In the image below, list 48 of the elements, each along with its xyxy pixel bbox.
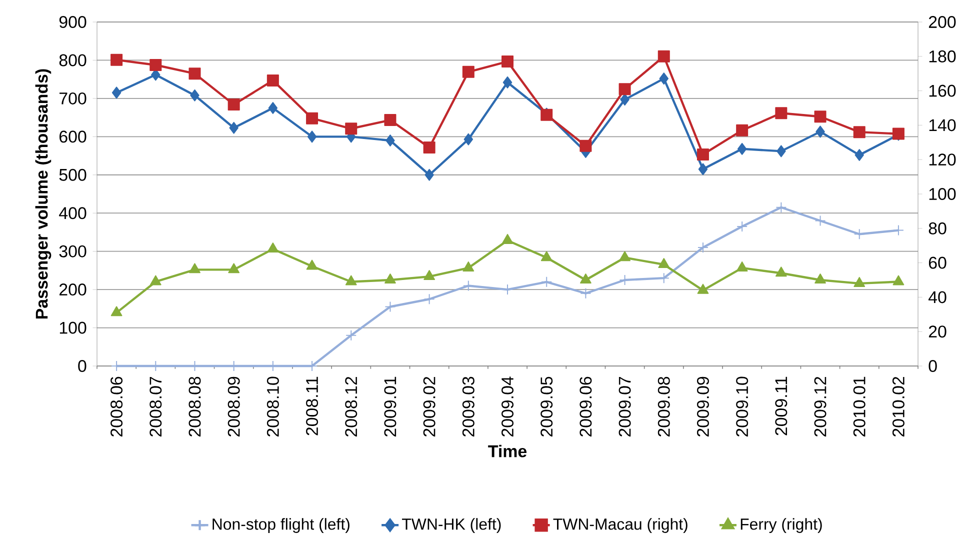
legend-label: TWN-HK (left) (402, 518, 501, 533)
y2-tick-label: 40 (928, 291, 946, 304)
y2-tick-label: 140 (929, 119, 956, 132)
y-tick-label: 600 (60, 130, 86, 143)
y2-tick-label: 0 (928, 360, 937, 372)
x-tick-label: 2009.04 (502, 376, 514, 436)
x-tick-label: 2008.07 (150, 376, 162, 436)
x-axis-title: Time (488, 444, 527, 458)
x-tick-label: 2010.01 (853, 376, 866, 436)
x-tick-label: 2009.06 (580, 376, 592, 436)
x-tick-label: 2008.11 (306, 376, 318, 436)
y2-tick-label: 160 (929, 84, 956, 97)
legend-label: Ferry (right) (740, 518, 822, 533)
y-axis-title: Passenger volume (thousands) (35, 69, 52, 318)
x-tick-label: 2009.10 (736, 376, 748, 436)
x-tick-label: 2009.12 (814, 376, 826, 436)
x-tick-label: 2009.02 (423, 376, 436, 436)
x-tick-label: 2009.11 (775, 376, 788, 436)
y2-tick-label: 60 (928, 256, 946, 269)
y-tick-label: 200 (60, 284, 86, 296)
y-tick-label: 800 (59, 54, 86, 66)
y2-tick-label: 180 (929, 50, 956, 62)
x-tick-label: 2009.07 (618, 376, 631, 436)
x-tick-label: 2009.03 (462, 376, 474, 436)
x-tick-label: 2008.10 (266, 376, 279, 436)
x-tick-label: 2009.08 (658, 376, 670, 436)
y-tick-label: 700 (60, 92, 86, 104)
y-tick-label: 900 (59, 16, 86, 28)
legend-label: TWN-Macau (right) (553, 518, 688, 533)
y-tick-label: 400 (59, 207, 86, 220)
x-tick-label: 2009.09 (696, 376, 709, 436)
x-tick-label: 2008.08 (188, 376, 201, 436)
y2-tick-label: 200 (928, 16, 956, 28)
y2-tick-label: 80 (928, 222, 946, 234)
y-tick-label: 500 (59, 168, 86, 181)
y-tick-label: 0 (78, 360, 86, 372)
y-tick-label: 100 (60, 322, 86, 334)
x-tick-label: 2009.01 (384, 376, 396, 436)
y2-tick-label: 120 (929, 154, 956, 166)
x-tick-label: 2008.12 (345, 376, 358, 436)
y2-tick-label: 20 (928, 326, 946, 338)
y2-tick-label: 100 (929, 188, 956, 200)
x-tick-label: 2008.09 (228, 376, 240, 436)
x-tick-label: 2008.06 (110, 376, 123, 436)
x-tick-label: 2010.02 (892, 376, 904, 436)
x-tick-label: 2009.05 (540, 376, 553, 436)
y-tick-label: 300 (59, 245, 86, 258)
legend-label: Non-stop flight (left) (212, 518, 350, 533)
